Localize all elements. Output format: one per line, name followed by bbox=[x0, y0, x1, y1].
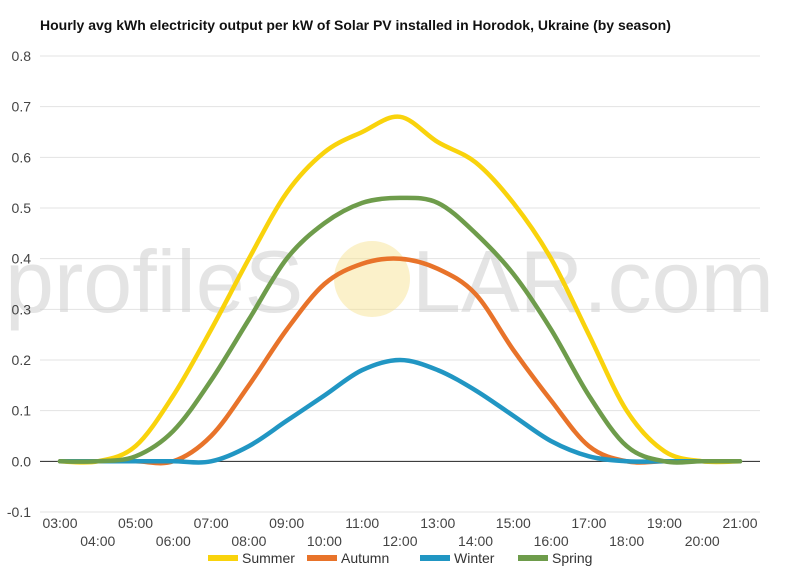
x-tick-label: 03:00 bbox=[42, 515, 77, 531]
y-tick-label: 0.3 bbox=[12, 301, 32, 317]
x-tick-label: 06:00 bbox=[156, 533, 191, 549]
x-tick-label: 17:00 bbox=[571, 515, 606, 531]
x-tick-label: 15:00 bbox=[496, 515, 531, 531]
y-tick-label: -0.1 bbox=[7, 504, 31, 520]
y-tick-label: 0.7 bbox=[12, 99, 32, 115]
legend-label-spring: Spring bbox=[552, 550, 592, 566]
x-tick-label: 09:00 bbox=[269, 515, 304, 531]
legend: Summer Autumn Winter Spring bbox=[208, 550, 592, 566]
y-axis-ticks: -0.1 0.0 0.1 0.2 0.3 0.4 0.5 0.6 0.7 0.8 bbox=[7, 48, 31, 520]
y-tick-label: 0.1 bbox=[12, 403, 32, 419]
watermark-text-right: LAR.com bbox=[412, 232, 774, 331]
y-tick-label: 0.4 bbox=[12, 251, 32, 267]
y-tick-label: 0.8 bbox=[12, 48, 32, 64]
watermark: profileS LAR.com bbox=[5, 232, 774, 331]
legend-swatch-summer bbox=[208, 555, 238, 561]
x-tick-label: 10:00 bbox=[307, 533, 342, 549]
x-tick-label: 14:00 bbox=[458, 533, 493, 549]
y-tick-label: 0.5 bbox=[12, 200, 32, 216]
x-tick-label: 18:00 bbox=[609, 533, 644, 549]
y-tick-label: 0.0 bbox=[12, 453, 32, 469]
series-line-winter bbox=[57, 357, 743, 465]
legend-label-summer: Summer bbox=[242, 550, 295, 566]
x-tick-label: 16:00 bbox=[534, 533, 569, 549]
x-tick-label: 05:00 bbox=[118, 515, 153, 531]
x-tick-label: 12:00 bbox=[382, 533, 417, 549]
legend-swatch-spring bbox=[518, 555, 548, 561]
series-layer bbox=[57, 114, 743, 466]
chart-title: Hourly avg kWh electricity output per kW… bbox=[40, 17, 671, 33]
x-tick-label: 20:00 bbox=[685, 533, 720, 549]
watermark-text-left: profileS bbox=[5, 232, 303, 331]
y-tick-label: 0.2 bbox=[12, 352, 32, 368]
x-tick-label: 08:00 bbox=[231, 533, 266, 549]
y-tick-label: 0.6 bbox=[12, 149, 32, 165]
series-line-spring bbox=[57, 195, 743, 465]
legend-swatch-winter bbox=[420, 555, 450, 561]
x-axis-ticks: 03:0004:0005:0006:0007:0008:0009:0010:00… bbox=[42, 515, 757, 549]
x-tick-label: 13:00 bbox=[420, 515, 455, 531]
x-tick-label: 04:00 bbox=[80, 533, 115, 549]
x-tick-label: 07:00 bbox=[194, 515, 229, 531]
x-tick-label: 11:00 bbox=[345, 515, 379, 531]
series-line-summer bbox=[57, 114, 743, 465]
legend-swatch-autumn bbox=[307, 555, 337, 561]
legend-label-autumn: Autumn bbox=[341, 550, 389, 566]
x-tick-label: 21:00 bbox=[722, 515, 757, 531]
x-tick-label: 19:00 bbox=[647, 515, 682, 531]
legend-label-winter: Winter bbox=[454, 550, 495, 566]
watermark-sun-icon bbox=[334, 241, 410, 317]
